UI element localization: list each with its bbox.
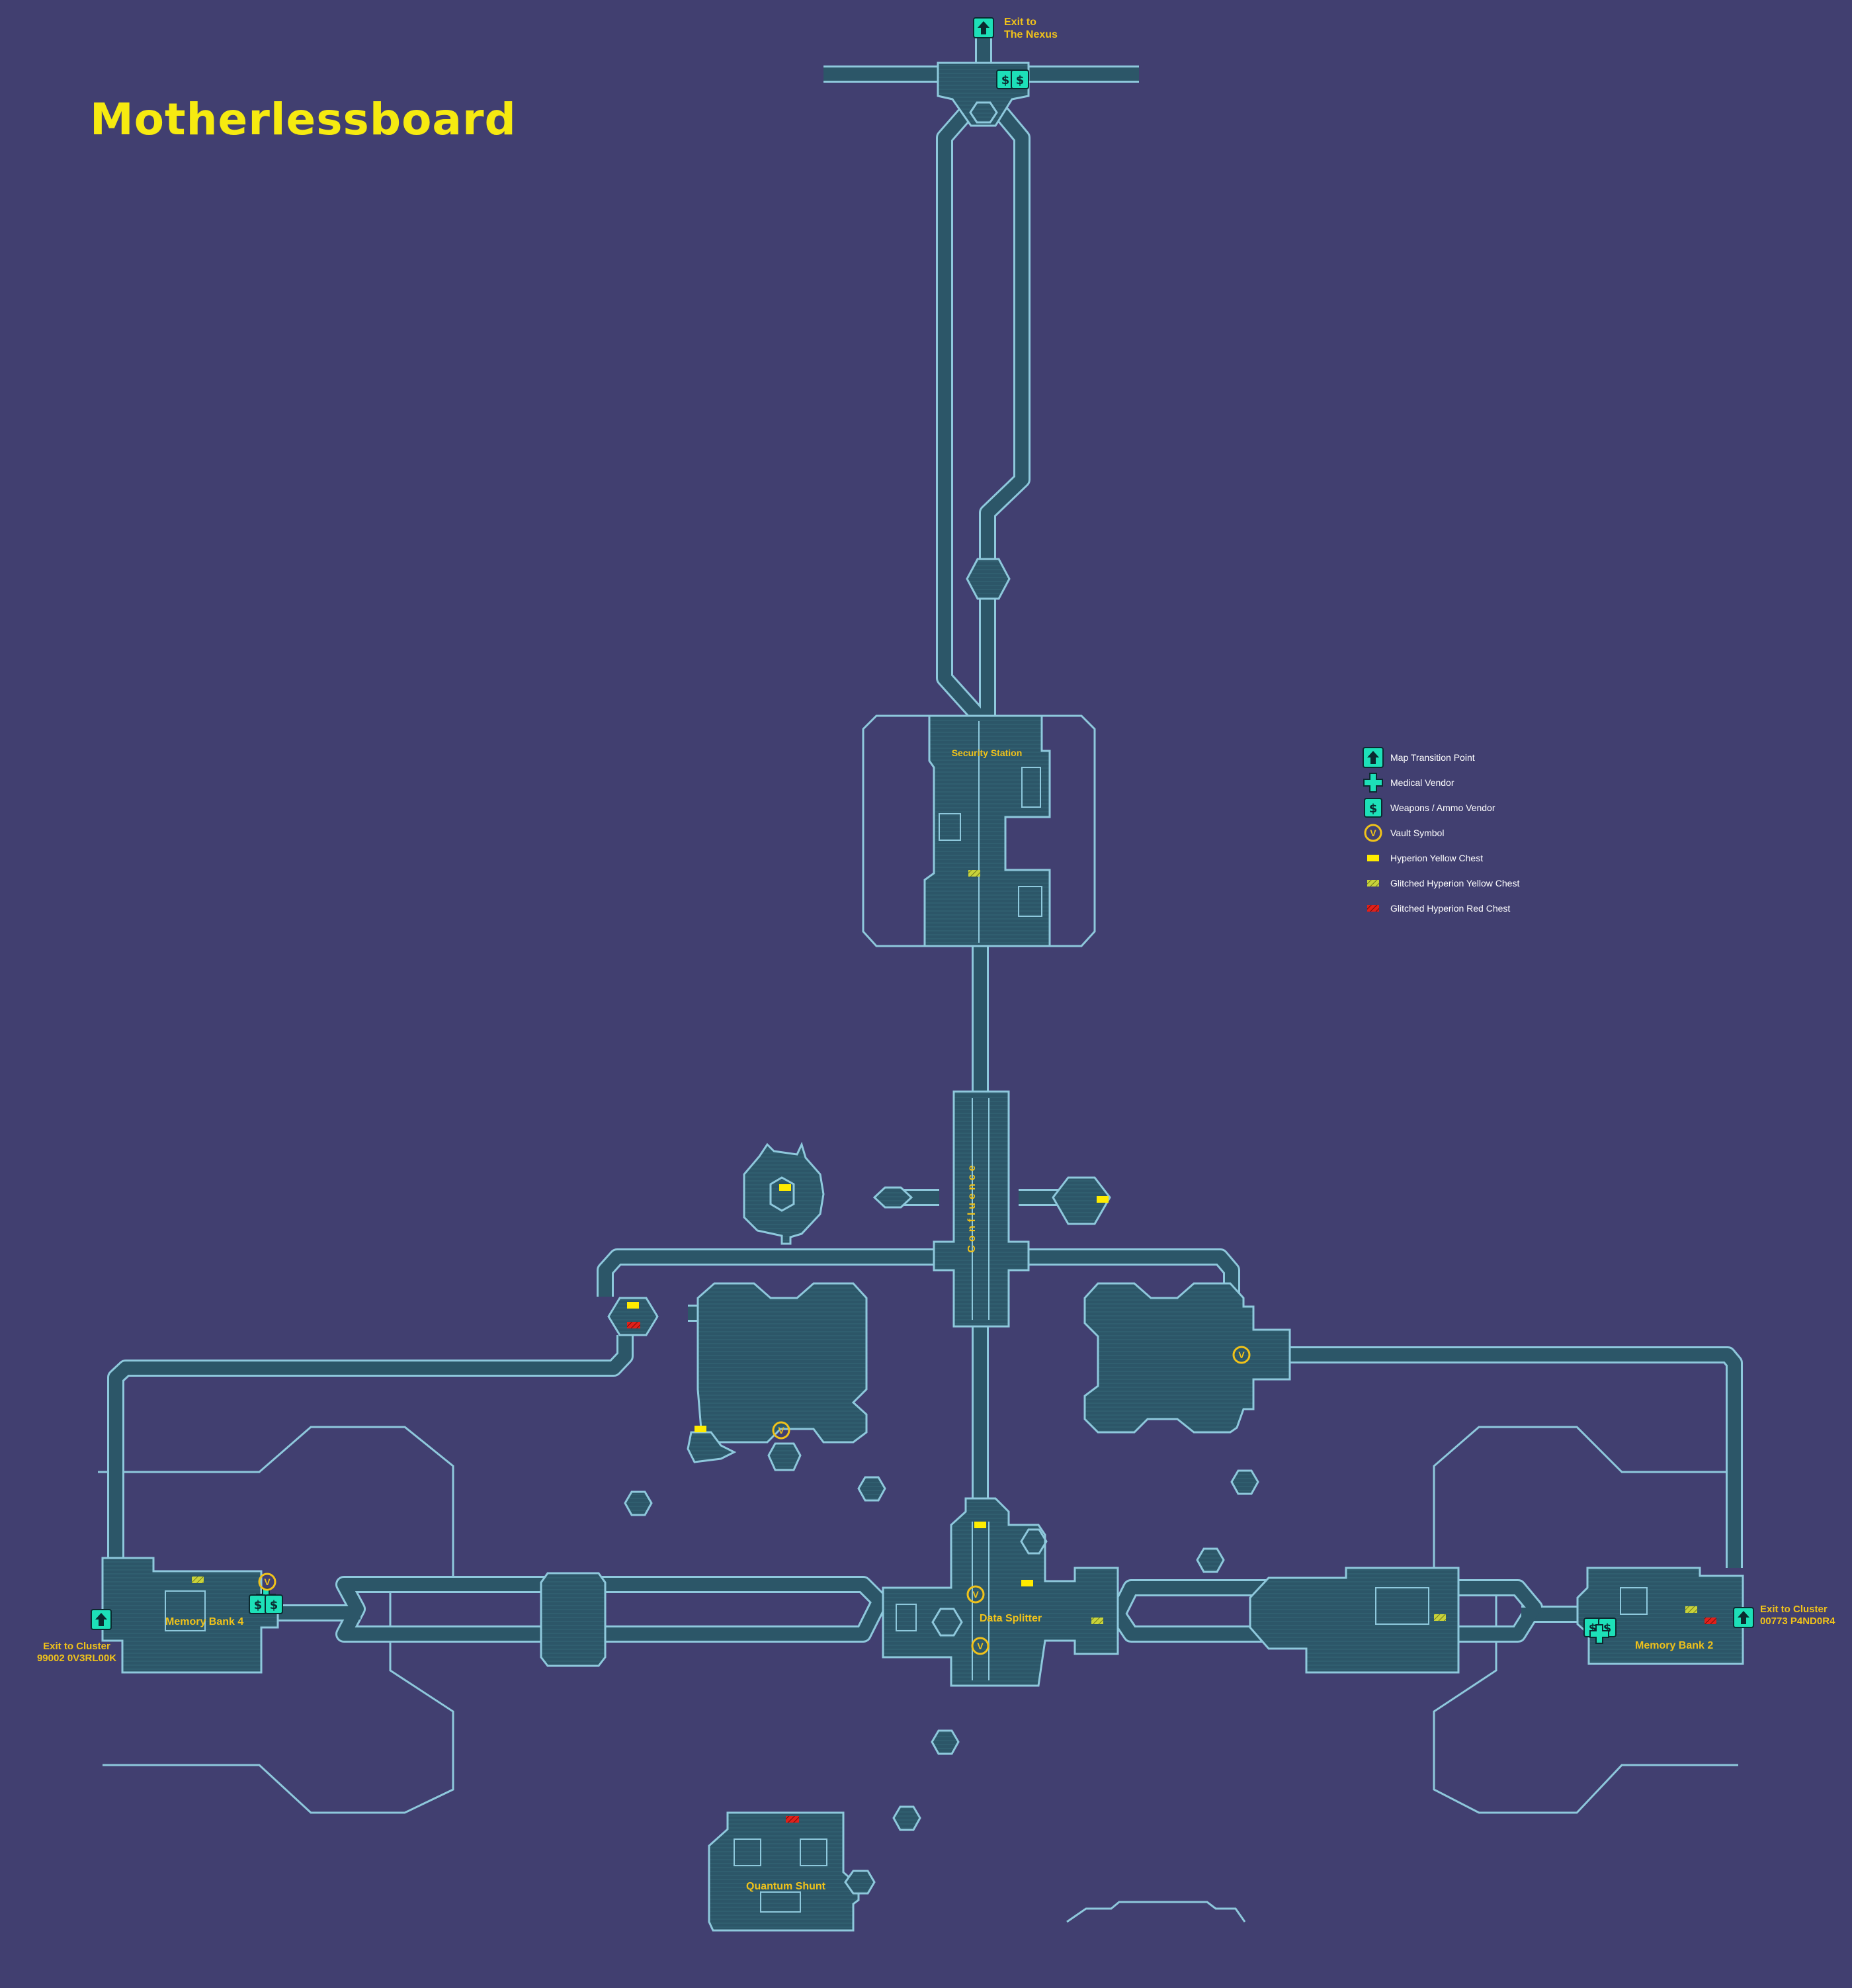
svg-text:$: $ — [1016, 73, 1025, 87]
vault-symbol-icon — [258, 1346, 1251, 1655]
vault-symbol-glyphs: V V V V V — [264, 1350, 1245, 1651]
medical-vendor-icon[interactable] — [1589, 1624, 1609, 1644]
weapons-vendor-icon[interactable]: $ — [249, 1594, 267, 1614]
weapons-vendor-icon[interactable]: $ — [1011, 69, 1029, 89]
svg-text:$: $ — [254, 1598, 263, 1612]
legend-label: Map Transition Point — [1390, 752, 1475, 763]
legend-row-yellow-chest: Hyperion Yellow Chest — [1360, 845, 1519, 871]
svg-text:V: V — [977, 1641, 984, 1651]
weapons-vendor-icon[interactable]: $ — [265, 1594, 283, 1614]
legend-label: Glitched Hyperion Red Chest — [1390, 903, 1511, 914]
map-transition-icon[interactable] — [91, 1609, 112, 1630]
weapons-vendor-icon: $ — [1360, 796, 1386, 820]
vault-symbol-icon: V — [1360, 821, 1386, 845]
confluence-label: Confluence — [966, 1162, 978, 1253]
exit-left-label: Exit to Cluster 99002 0V3RL00K — [36, 1641, 117, 1664]
yellow-chest-icon — [1360, 846, 1386, 870]
room-details — [165, 721, 1648, 1913]
data-splitter-label: Data Splitter — [979, 1613, 1042, 1624]
legend-label: Vault Symbol — [1390, 828, 1445, 838]
medical-vendor-icon — [1360, 771, 1386, 795]
map-transition-icon[interactable] — [973, 17, 994, 38]
memory-bank-4-label: Memory Bank 4 — [165, 1616, 244, 1627]
legend: Map Transition Point Medical Vendor $ We… — [1360, 745, 1519, 921]
legend-row-vault: V Vault Symbol — [1360, 820, 1519, 845]
legend-label: Glitched Hyperion Yellow Chest — [1390, 878, 1520, 888]
exit-nexus-label: Exit to The Nexus — [1004, 17, 1058, 41]
svg-text:V: V — [972, 1589, 979, 1600]
memory-bank-2-label: Memory Bank 2 — [1635, 1640, 1714, 1651]
legend-row-glitched-red: Glitched Hyperion Red Chest — [1360, 896, 1519, 921]
legend-label: Hyperion Yellow Chest — [1390, 853, 1484, 863]
svg-text:$: $ — [1001, 73, 1010, 87]
legend-row-weapons: $ Weapons / Ammo Vendor — [1360, 795, 1519, 820]
glitched-red-chest-icon[interactable] — [627, 1322, 1716, 1823]
svg-text:V: V — [264, 1577, 271, 1587]
rooms — [101, 62, 1744, 1932]
glitched-yellow-chest-icon — [1360, 871, 1386, 895]
map-icons: $ $ $ $ $ $ — [91, 17, 1754, 1823]
security-station-label: Security Station — [951, 748, 1023, 758]
map-title: Motherlessboard — [90, 94, 517, 145]
legend-row-transition: Map Transition Point — [1360, 745, 1519, 770]
map-transition-icon — [1360, 746, 1386, 769]
legend-label: Medical Vendor — [1390, 777, 1454, 788]
yellow-chest-icon[interactable] — [627, 1184, 1109, 1586]
glitched-red-chest-icon — [1360, 896, 1386, 920]
svg-text:V: V — [778, 1425, 784, 1436]
quantum-shunt-label: Quantum Shunt — [746, 1881, 825, 1892]
legend-row-glitched-yellow: Glitched Hyperion Yellow Chest — [1360, 871, 1519, 896]
background-outlines — [98, 1426, 1738, 1923]
svg-text:V: V — [1370, 828, 1376, 838]
legend-label: Weapons / Ammo Vendor — [1390, 802, 1495, 813]
exit-right-label: Exit to Cluster 00773 P4ND0R4 — [1760, 1604, 1835, 1627]
corridors — [107, 26, 1743, 1643]
glitched-yellow-chest-icon[interactable] — [192, 870, 1697, 1624]
map-transition-icon[interactable] — [1733, 1607, 1754, 1628]
svg-text:V: V — [1238, 1350, 1245, 1360]
svg-text:$: $ — [1369, 802, 1378, 816]
legend-row-medical: Medical Vendor — [1360, 770, 1519, 795]
svg-text:$: $ — [270, 1598, 278, 1612]
